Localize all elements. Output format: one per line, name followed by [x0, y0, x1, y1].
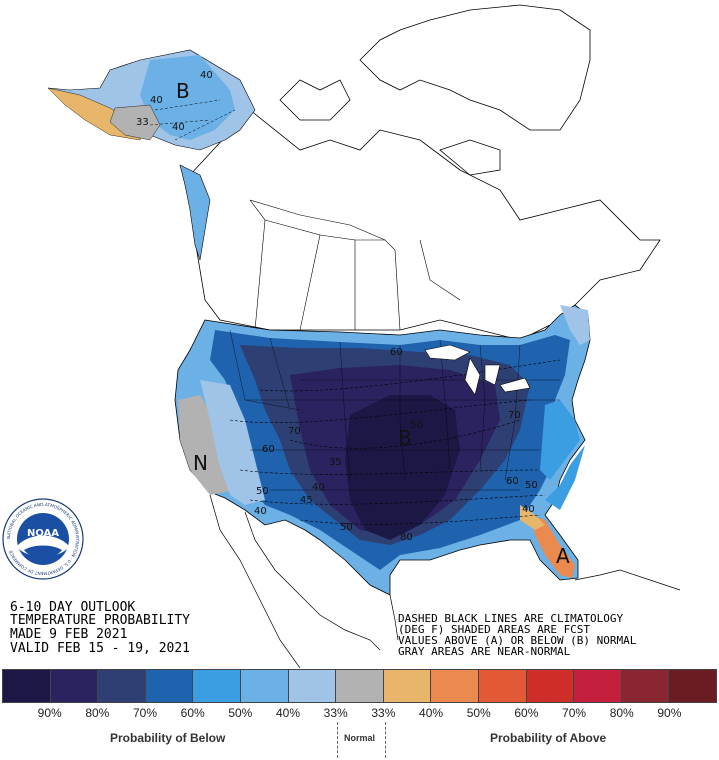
legend-label: 60%: [180, 706, 205, 720]
canada-province-lines: [249, 199, 461, 331]
contour-label: 50: [410, 420, 423, 431]
legend-swatch: [98, 669, 146, 703]
legend-label: 50%: [466, 706, 491, 720]
normal-divider: [337, 722, 338, 758]
legend-swatch: [145, 669, 194, 703]
outlook-line-1: 6-10 DAY OUTLOOK: [10, 600, 135, 615]
alaska: [47, 49, 256, 261]
contour-label: 40: [522, 504, 535, 515]
contour-label: 80: [400, 532, 413, 543]
contour-label: 50: [525, 480, 538, 491]
contour-label: 70: [288, 426, 301, 437]
legend-swatch: [431, 669, 479, 703]
legend-label: 33%: [323, 706, 348, 720]
alaska-region-letter: B: [176, 79, 190, 103]
contour-label: 60: [390, 347, 403, 358]
legend-swatch: [478, 669, 527, 703]
legend-normal-title: Normal: [344, 733, 376, 743]
contour-label: 40: [150, 95, 163, 106]
state-lines: [229, 329, 560, 491]
legend-label: 80%: [609, 706, 634, 720]
legend-label: 80%: [85, 706, 110, 720]
contour-label: 33: [136, 117, 149, 128]
central-region-letter: B: [398, 426, 412, 450]
contour-label: 60: [262, 444, 275, 455]
legend-label: 60%: [514, 706, 539, 720]
legend-swatch: [2, 669, 51, 703]
legend-label: 40%: [276, 706, 301, 720]
west-region-letter: N: [193, 451, 208, 475]
legend-label: 90%: [37, 706, 62, 720]
great-lakes: [424, 344, 531, 396]
contour-label: 50: [340, 522, 353, 533]
normal-divider: [385, 722, 386, 758]
legend-swatch: [193, 669, 241, 703]
legend-labels: 90% 80% 70% 60% 50% 40% 33% 33% 40% 50% 60% 70% 80% 9…: [2, 706, 717, 720]
notes-line-2: (DEG F) SHADED AREAS ARE FCST: [398, 623, 590, 636]
legend-label: 40%: [419, 706, 444, 720]
legend-swatch: [383, 669, 432, 703]
contour-label: 40: [312, 482, 325, 493]
contour-label: 70: [508, 410, 521, 421]
legend-label: 70%: [562, 706, 587, 720]
contour-label: 60: [506, 476, 519, 487]
outlook-text-block: 6-10 DAY OUTLOOK TEMPERATURE PROBABILITY…: [10, 600, 190, 656]
outlook-map: B B N A 40 40 40 33 70 60 50 40 60 70 35…: [10, 4, 681, 668]
legend-swatch: [669, 669, 717, 703]
notes-line-1: DASHED BLACK LINES ARE CLIMATOLOGY: [398, 612, 624, 625]
notes-line-4: GRAY AREAS ARE NEAR-NORMAL: [398, 645, 571, 658]
legend-above-title: Probability of Above: [490, 731, 607, 745]
legend-swatch: [526, 669, 575, 703]
mexico-outline: [209, 494, 681, 668]
legend-label: 50%: [228, 706, 253, 720]
florida-region-letter: A: [556, 544, 570, 568]
notes-text-block: DASHED BLACK LINES ARE CLIMATOLOGY (DEG …: [398, 612, 637, 658]
contour-label: 40: [172, 122, 185, 133]
legend-below-title: Probability of Below: [110, 731, 226, 745]
outlook-line-4: VALID FEB 15 - 19, 2021: [10, 641, 190, 656]
outlook-line-3: MADE 9 FEB 2021: [10, 627, 127, 642]
legend-color-bar: [2, 669, 717, 703]
contour-label: 45: [300, 495, 313, 506]
canada-outline: [189, 4, 661, 341]
logo-text: NOAA: [27, 528, 59, 539]
outlook-line-2: TEMPERATURE PROBABILITY: [10, 613, 190, 628]
legend-swatch: [50, 669, 99, 703]
contour-label: 50: [256, 486, 269, 497]
legend-swatch: [240, 669, 289, 703]
notes-line-3: VALUES ABOVE (A) OR BELOW (B) NORMAL: [398, 634, 637, 647]
legend-label: 70%: [132, 706, 158, 720]
contour-label: 40: [254, 506, 267, 517]
legend-swatch: [574, 669, 622, 703]
legend-label: 90%: [657, 706, 682, 720]
legend-swatch: [336, 669, 384, 703]
legend-label: 33%: [371, 706, 396, 720]
climatology-lines: [229, 359, 561, 525]
legend-swatch: [621, 669, 670, 703]
contour-label: 35: [329, 457, 342, 468]
legend-swatch: [288, 669, 337, 703]
contour-label: 40: [200, 70, 213, 81]
noaa-logo: NATIONAL OCEANIC AND ATMOSPHERIC ADMINIS…: [2, 498, 84, 580]
